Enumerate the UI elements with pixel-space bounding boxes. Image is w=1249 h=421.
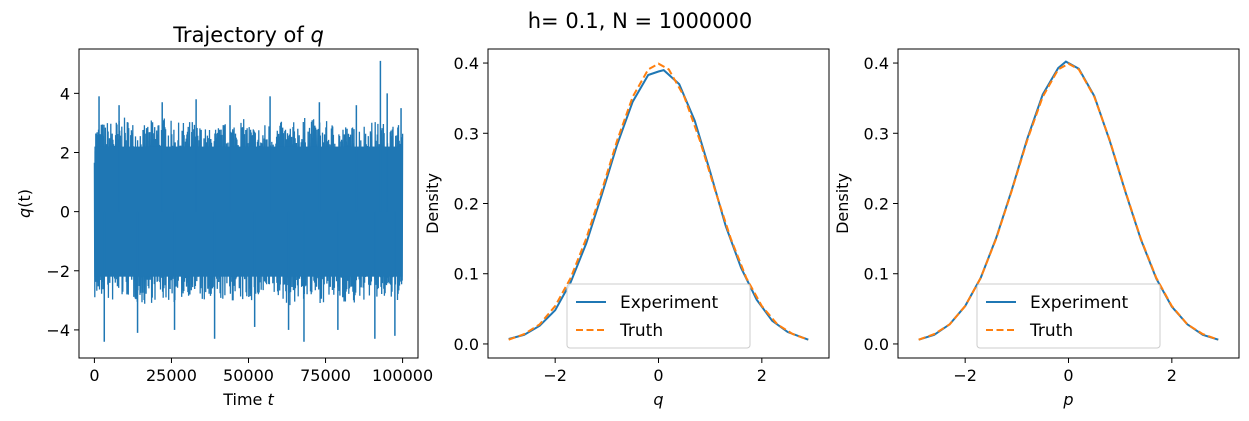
y-tick-label: −4: [46, 321, 70, 340]
x-tick-label: 75000: [300, 366, 351, 385]
x-tick-label: 2: [1167, 366, 1177, 385]
y-axis-label: q(t): [15, 189, 34, 218]
y-tick-label: 4: [60, 84, 70, 103]
axes-frame: [487, 48, 830, 359]
y-tick-label: 0: [60, 203, 70, 222]
axes-frame: [897, 48, 1240, 359]
x-tick-label: 2: [757, 366, 767, 385]
figure-suptitle: h= 0.1, N = 1000000: [528, 9, 753, 33]
x-axis-label: q: [653, 390, 663, 409]
x-tick-label: −2: [543, 366, 567, 385]
y-tick-label: 0.2: [454, 195, 479, 214]
truth-line: [918, 62, 1219, 341]
legend-label: Truth: [1029, 321, 1073, 341]
x-axis-label: Time t: [222, 390, 274, 409]
y-tick-label: 0.3: [454, 124, 479, 143]
truth-line: [508, 62, 809, 341]
legend-box: [976, 283, 1161, 349]
y-tick-label: 0.3: [864, 124, 889, 143]
y-tick-label: 0.0: [454, 335, 479, 354]
y-tick-label: 0.1: [864, 265, 889, 284]
legend-label: Experiment: [1030, 293, 1129, 313]
x-tick-label: 0: [89, 366, 99, 385]
legend-box: [566, 283, 751, 349]
y-tick-label: 0.0: [864, 335, 889, 354]
trajectory-panel: 0 25000 50000 75000 100000 −4 −2 0 2 4 Trajectory …: [15, 23, 433, 409]
legend-label: Truth: [619, 321, 663, 341]
y-tick-label: 0.4: [864, 54, 889, 73]
q-density-panel: −2 0 2 0.0 0.1 0.2 0.3 0.4 q Density Experiment Tru…: [423, 48, 830, 409]
legend: Experiment Truth: [566, 283, 751, 349]
trajectory-title: Trajectory of q: [172, 23, 324, 47]
y-tick-label: 0.1: [454, 265, 479, 284]
x-tick-label: 100000: [372, 366, 433, 385]
y-tick-label: 0.4: [454, 54, 479, 73]
legend: Experiment Truth: [976, 283, 1161, 349]
y-axis-label: Density: [423, 173, 442, 234]
x-tick-label: 50000: [223, 366, 274, 385]
y-tick-label: 2: [60, 143, 70, 162]
p-density-panel: −2 0 2 0.0 0.1 0.2 0.3 0.4 p Density Experiment Tru…: [833, 48, 1240, 409]
trajectory-band: [94, 146, 403, 277]
y-axis-label: Density: [833, 173, 852, 234]
legend-label: Experiment: [620, 293, 719, 313]
x-tick-label: 25000: [146, 366, 197, 385]
x-tick-label: 0: [1063, 366, 1073, 385]
x-tick-label: 0: [653, 366, 663, 385]
x-tick-label: −2: [953, 366, 977, 385]
y-tick-label: 0.2: [864, 195, 889, 214]
y-tick-label: −2: [46, 262, 70, 281]
x-axis-label: p: [1062, 390, 1073, 409]
axes-frame: [78, 48, 419, 359]
